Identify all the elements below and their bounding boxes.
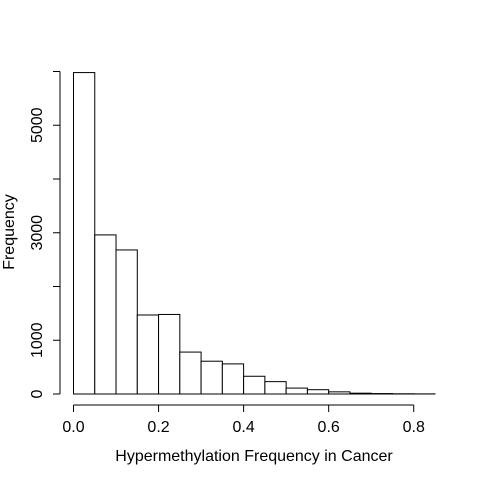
histogram-bar [265,382,286,394]
x-tick-label: 0.0 [62,419,84,436]
histogram-bar [222,364,243,394]
histogram-bar [286,388,307,394]
bars-layer [74,73,436,394]
histogram-bar [244,376,265,394]
histogram-bar [329,392,350,394]
histogram-bar [116,250,137,394]
histogram-bar [159,314,180,394]
histogram-bar [201,361,222,394]
histogram-bar [350,393,371,394]
histogram-bar [137,315,158,394]
y-axis-label: Frequency [1,194,18,270]
x-axis: 0.0 0.2 0.4 0.6 0.8 [62,405,425,436]
y-tick-label: 5000 [29,107,46,143]
x-tick-label: 0.4 [232,419,254,436]
x-axis-label: Hypermethylation Frequency in Cancer [115,448,393,465]
y-tick-label: 1000 [29,322,46,358]
y-tick-label: 0 [29,389,46,398]
histogram-bar [180,352,201,394]
y-axis: 0 1000 3000 5000 [29,72,60,399]
histogram-bar [307,390,328,394]
histogram-bar [95,235,116,394]
x-tick-label: 0.6 [318,419,340,436]
x-tick-label: 0.8 [403,419,425,436]
x-tick-label: 0.2 [147,419,169,436]
y-tick-label: 3000 [29,215,46,251]
histogram-bar [74,73,95,394]
